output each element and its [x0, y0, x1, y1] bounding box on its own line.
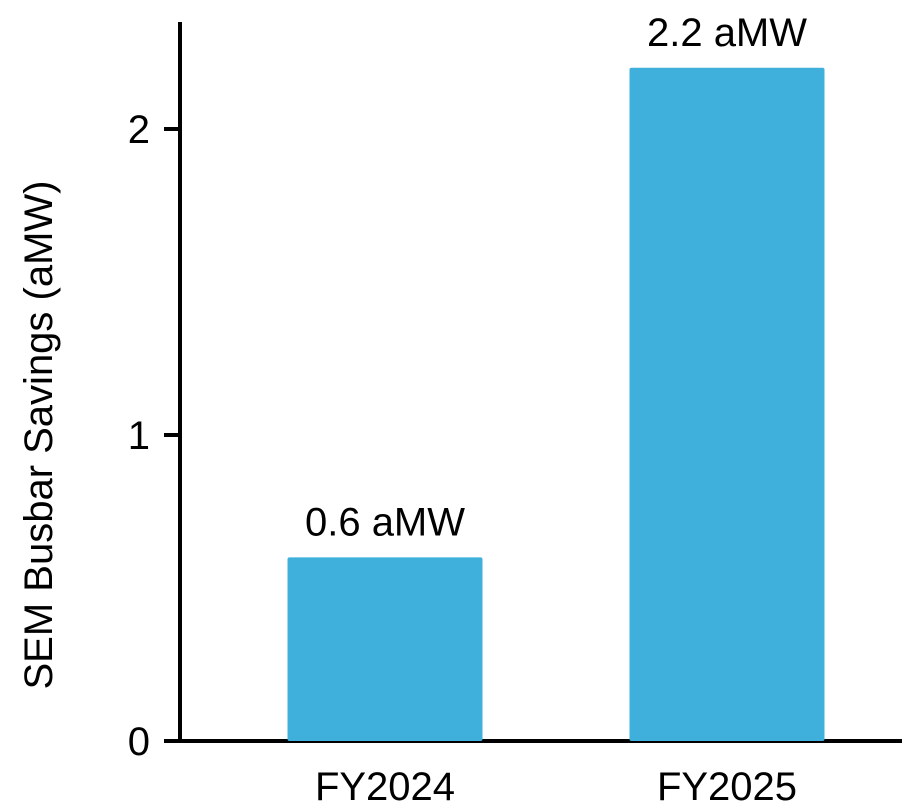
y-tick-label: 2 [128, 108, 150, 152]
bar-fy2024 [287, 557, 483, 741]
x-tick-label-fy2024: FY2024 [315, 765, 455, 805]
data-labels: 0.6 aMW 2.2 aMW [305, 11, 807, 545]
category-labels: FY2024 FY2025 [315, 765, 797, 805]
bar-fy2025 [629, 67, 825, 742]
bars [287, 67, 825, 742]
y-tick-label: 1 [128, 414, 150, 458]
y-axis-title: SEM Busbar Savings (aMW) [17, 180, 61, 689]
data-label-fy2025: 2.2 aMW [647, 11, 807, 55]
x-tick-label-fy2025: FY2025 [657, 765, 797, 805]
y-tick-label: 0 [128, 720, 150, 764]
data-label-fy2024: 0.6 aMW [305, 500, 465, 544]
y-ticks: 0 1 2 [128, 108, 180, 764]
